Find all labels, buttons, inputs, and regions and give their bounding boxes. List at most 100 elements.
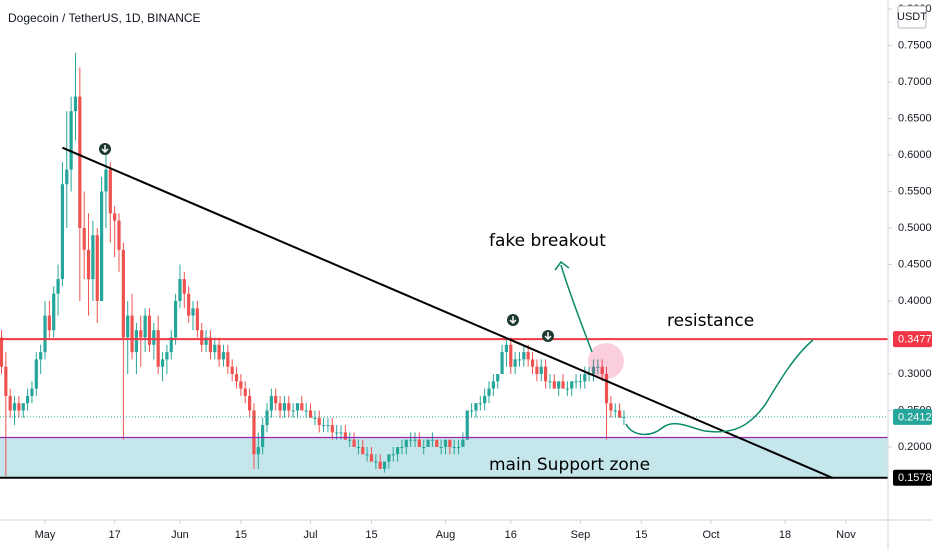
price-label: 0.1578 [898, 472, 932, 484]
annotation: main Support zone [489, 455, 650, 475]
candle-body [134, 330, 139, 353]
candle-body [126, 315, 130, 338]
arrow-head [554, 260, 570, 271]
candle-body [12, 403, 17, 411]
candle-body [400, 446, 404, 448]
price-label-layer: 0.3477 0.2412 0.1578 [893, 331, 932, 486]
candle-body [39, 352, 43, 360]
candle-body [439, 446, 443, 448]
candle-body [86, 249, 91, 280]
candle-body [69, 111, 73, 170]
candle-body [465, 410, 469, 440]
x-tick-label: Oct [702, 529, 719, 541]
y-tick-label: 0.7000 [898, 76, 932, 88]
candle-body [56, 279, 60, 294]
candle-body [552, 381, 556, 389]
candle-body [8, 395, 12, 411]
x-tick-label: 15 [235, 529, 247, 541]
candle-body [522, 352, 526, 360]
x-tick-label: Aug [436, 529, 456, 541]
candle-body [160, 359, 165, 367]
candle-body [247, 395, 252, 411]
candle-body [187, 293, 191, 316]
x-tick-label: 15 [365, 529, 377, 541]
breakout-arrow [560, 264, 593, 353]
chart-title: Dogecoin / TetherUS, 1D, BINANCE [8, 11, 201, 25]
x-tick-label: Nov [836, 529, 856, 541]
candle-body [339, 432, 343, 434]
candle-layer [0, 52, 626, 477]
candle-body [622, 416, 626, 418]
x-tick-label: 18 [779, 529, 791, 541]
x-tick-label: Sep [571, 529, 591, 541]
axis-unit: USDT [897, 11, 927, 23]
candle-body [25, 395, 30, 404]
highlight-circle [588, 343, 624, 379]
candle-body [326, 425, 330, 427]
candle-body [574, 381, 578, 383]
candle-body [195, 308, 199, 331]
candle-body [343, 432, 347, 440]
y-tick-label: 0.6500 [898, 112, 932, 124]
arrow-marker [542, 330, 554, 342]
price-label-box [893, 331, 932, 348]
y-tick-label: 0.3000 [898, 368, 932, 380]
x-tick-label: 16 [505, 529, 517, 541]
candle-body [139, 330, 143, 338]
annotation: fake breakout [489, 231, 606, 251]
candle-body [47, 315, 51, 331]
axis-layer: 0.80000.75000.70000.65000.60000.55000.50… [35, 3, 932, 541]
price-label: 0.3477 [898, 334, 932, 346]
candle-body [313, 417, 317, 419]
candle-body [152, 330, 156, 345]
candle-body [321, 425, 326, 427]
candle-body [182, 279, 186, 294]
arrow-marker [99, 143, 111, 155]
candle-body [73, 96, 78, 112]
candle-body [95, 235, 99, 301]
candle-body [78, 96, 82, 228]
projection-curve [625, 339, 814, 436]
candle-body [304, 410, 308, 412]
candle-body [269, 395, 273, 411]
candle-body [291, 410, 295, 412]
candle-body [543, 366, 548, 382]
candle-body [604, 373, 609, 404]
candle-body [43, 315, 47, 353]
candle-body [409, 439, 413, 441]
candle-body [352, 439, 356, 447]
candle-body [104, 169, 108, 192]
candle-body [226, 352, 230, 367]
candle-body [617, 410, 622, 418]
candle-body [330, 425, 334, 433]
candle-body [578, 381, 583, 383]
candle-body [513, 359, 517, 367]
candle-body [491, 381, 495, 389]
candle-body [261, 425, 265, 447]
candle-body [108, 169, 112, 214]
y-tick-label: 0.4000 [898, 295, 932, 307]
candle-body [596, 366, 600, 368]
arrow-marker [507, 314, 519, 326]
candle-body [609, 403, 613, 411]
candle-body [613, 410, 617, 412]
y-tick-label: 0.5500 [898, 185, 932, 197]
x-tick-label: May [35, 529, 56, 541]
y-tick-label: 0.6000 [898, 149, 932, 161]
candle-body [52, 293, 56, 331]
y-tick-label: 0.2000 [898, 441, 932, 453]
candle-body [496, 373, 500, 382]
price-label-box [893, 469, 932, 486]
candle-body [426, 439, 430, 447]
candle-body [530, 359, 535, 367]
candle-body [213, 344, 217, 353]
candle-body [430, 439, 435, 441]
trendline [62, 146, 834, 479]
candle-body [0, 337, 4, 367]
candle-body [478, 403, 482, 405]
candle-body [539, 366, 543, 374]
candle-body [583, 373, 587, 382]
candle-body [169, 337, 173, 353]
y-tick-label: 0.4500 [898, 258, 932, 270]
